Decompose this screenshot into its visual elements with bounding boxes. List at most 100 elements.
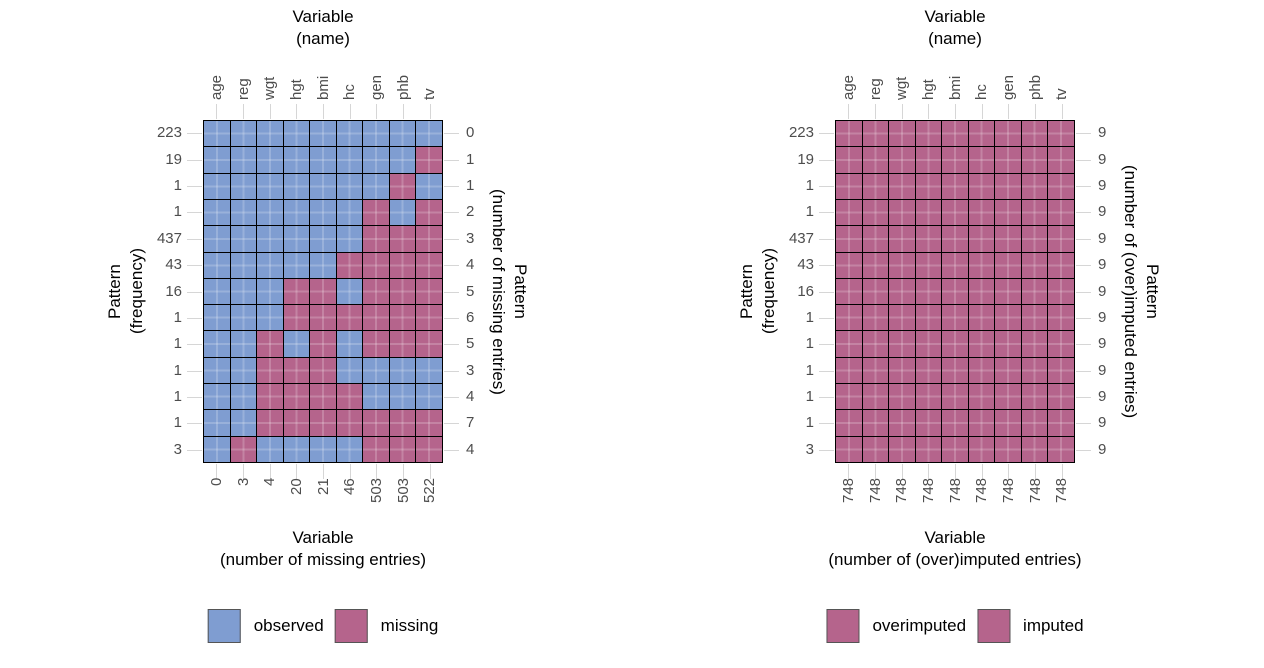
cell-imputed (994, 146, 1021, 173)
cell-imputed (888, 172, 915, 199)
cell-imputed (1047, 435, 1074, 462)
axis-tick (376, 104, 378, 119)
cell-imputed (888, 146, 915, 173)
cell-imputed (835, 225, 862, 252)
axis-tick (444, 185, 459, 187)
row-count-label: 9 (1098, 308, 1107, 326)
cell-missing (415, 435, 442, 462)
column-label: phb (394, 74, 412, 100)
cell-imputed (914, 251, 942, 278)
cell-observed (335, 330, 363, 357)
axis-tick (187, 423, 202, 425)
cell-observed (309, 120, 336, 147)
cell-observed (335, 225, 363, 252)
row-frequency-label: 1 (173, 388, 182, 406)
cell-imputed (967, 409, 995, 436)
axis-tick (216, 464, 218, 479)
axis-tick (349, 464, 351, 479)
legend-label-overimputed: overimputed (872, 616, 967, 635)
cell-imputed (835, 277, 862, 305)
axis-tick (296, 464, 298, 479)
row-frequency-label: 1 (173, 176, 182, 194)
row-frequency-label: 223 (156, 124, 182, 142)
axis-tick (444, 370, 459, 372)
axis-tick (1076, 449, 1091, 451)
axis-tick (444, 238, 459, 240)
column-label: bmi (314, 75, 332, 100)
cell-observed (256, 198, 283, 226)
cell-observed (415, 120, 442, 147)
axis-tick (819, 397, 834, 399)
y-axis-title-right-line2: (number of (over)imputed entries) (1121, 164, 1140, 419)
cell-observed (203, 251, 230, 278)
cell-observed (203, 304, 230, 331)
cell-imputed (1020, 251, 1048, 278)
cell-imputed (914, 146, 942, 173)
cell-imputed (941, 172, 968, 199)
row-frequency-label: 1 (173, 335, 182, 353)
column-count-label: 3 (234, 478, 252, 487)
cell-observed (256, 251, 283, 278)
row-count-label: 4 (466, 388, 475, 406)
cell-imputed (914, 277, 942, 305)
cell-imputed (941, 225, 968, 252)
cell-imputed (967, 435, 995, 462)
axis-tick (1076, 317, 1091, 319)
cell-observed (229, 356, 257, 384)
cell-imputed (835, 356, 862, 384)
cell-imputed (888, 356, 915, 384)
cell-imputed (967, 172, 995, 199)
cell-missing (282, 277, 310, 305)
row-frequency-label: 1 (805, 335, 814, 353)
cell-imputed (941, 435, 968, 462)
cell-imputed (994, 120, 1021, 147)
legend-item-imputed: imputed (977, 609, 1084, 643)
cell-imputed (888, 409, 915, 436)
cell-imputed (1047, 251, 1074, 278)
axis-tick (444, 212, 459, 214)
legend-swatch-overimputed (826, 609, 860, 643)
row-count-label: 9 (1098, 361, 1107, 379)
row-count-label: 9 (1098, 388, 1107, 406)
row-frequency-label: 1 (805, 308, 814, 326)
cell-imputed (967, 356, 995, 384)
column-label: gen (367, 74, 385, 100)
axis-tick (444, 317, 459, 319)
row-count-label: 9 (1098, 335, 1107, 353)
cell-missing (309, 330, 336, 357)
axis-tick (243, 464, 244, 479)
cell-observed (282, 435, 310, 462)
cell-observed (362, 356, 389, 384)
cell-missing (309, 277, 336, 305)
axis-tick (187, 159, 202, 161)
cell-imputed (914, 383, 942, 410)
x-axis-title-line2: (number of (over)imputed entries) (828, 550, 1082, 569)
row-count-label: 6 (466, 308, 475, 326)
cell-missing (362, 225, 389, 252)
axis-tick (444, 265, 459, 267)
column-count-label: 748 (999, 478, 1017, 504)
cell-observed (203, 409, 230, 436)
column-label: gen (999, 74, 1017, 100)
cell-imputed (967, 198, 995, 226)
top-axis-title-line1: Variable (924, 7, 986, 26)
cell-observed (203, 356, 230, 384)
cell-imputed (1020, 409, 1048, 436)
axis-tick (1008, 104, 1010, 119)
cell-imputed (861, 409, 889, 436)
cell-observed (362, 120, 389, 147)
cell-imputed (967, 383, 995, 410)
cell-observed (335, 277, 363, 305)
axis-tick (444, 159, 459, 161)
cell-imputed (1047, 304, 1074, 331)
legend-item-missing: missing (334, 609, 438, 643)
column-count-label: 0 (207, 478, 225, 487)
cell-missing (415, 277, 442, 305)
row-count-label: 1 (466, 176, 475, 194)
cell-missing (388, 251, 416, 278)
row-count-label: 9 (1098, 150, 1107, 168)
row-count-label: 0 (466, 124, 475, 142)
cell-observed (229, 198, 257, 226)
axis-tick (819, 265, 834, 267)
cell-imputed (888, 330, 915, 357)
